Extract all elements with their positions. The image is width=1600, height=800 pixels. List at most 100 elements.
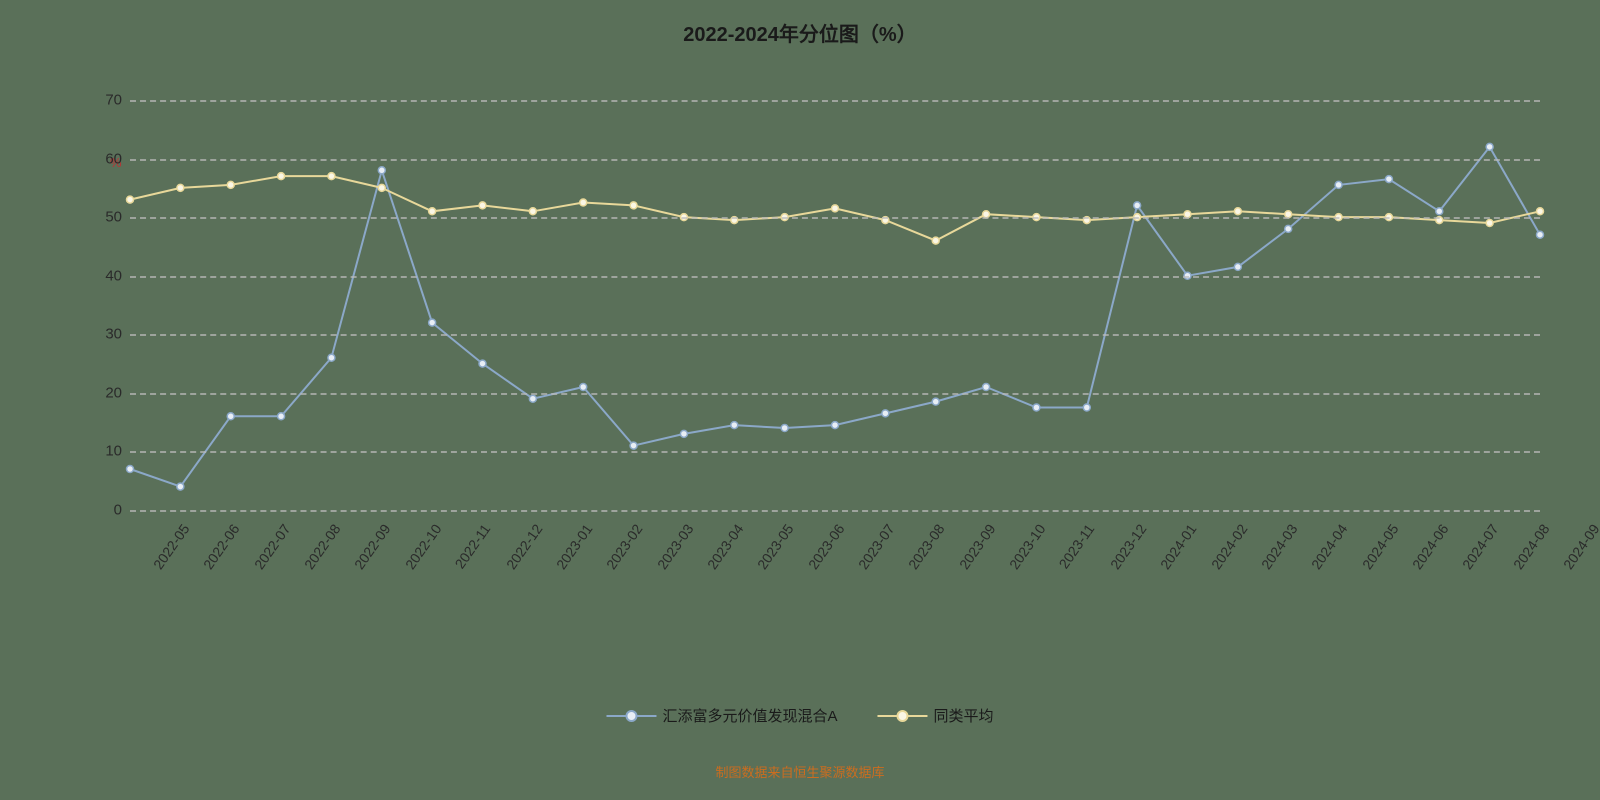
series-marker	[177, 483, 184, 490]
x-tick-label: 2023-10	[1006, 521, 1049, 572]
x-tick-label: 2023-04	[704, 521, 747, 572]
series-marker	[580, 199, 587, 206]
series-marker	[1335, 181, 1342, 188]
series-marker	[1234, 263, 1241, 270]
series-marker	[479, 360, 486, 367]
x-tick-label: 2023-01	[553, 521, 596, 572]
series-marker	[1234, 208, 1241, 215]
y-tick-label: 40	[105, 267, 122, 284]
series-marker	[378, 167, 385, 174]
series-marker	[1083, 404, 1090, 411]
chart-legend: 汇添富多元价值发现混合A 同类平均	[606, 705, 993, 726]
y-tick-label: 20	[105, 384, 122, 401]
series-marker	[1537, 208, 1544, 215]
series-marker	[580, 384, 587, 391]
chart-svg	[130, 100, 1540, 510]
series-marker	[932, 398, 939, 405]
legend-marker-icon	[606, 709, 656, 723]
series-marker	[1486, 220, 1493, 227]
series-marker	[378, 184, 385, 191]
x-tick-label: 2022-05	[150, 521, 193, 572]
x-tick-label: 2023-06	[805, 521, 848, 572]
x-tick-label: 2024-07	[1459, 521, 1502, 572]
series-marker	[227, 413, 234, 420]
x-tick-label: 2024-06	[1409, 521, 1452, 572]
chart-plot-area: 010203040506070	[130, 100, 1540, 510]
x-tick-label: 2022-10	[402, 521, 445, 572]
x-tick-label: 2022-11	[452, 521, 494, 571]
x-tick-label: 2022-06	[200, 521, 243, 572]
series-marker	[278, 173, 285, 180]
series-marker	[832, 205, 839, 212]
chart-title: 2022-2024年分位图（%）	[0, 0, 1600, 47]
gridline	[130, 334, 1540, 336]
series-marker	[479, 202, 486, 209]
y-tick-label: 70	[105, 92, 122, 109]
x-tick-label: 2023-07	[855, 521, 898, 572]
series-marker	[1285, 225, 1292, 232]
gridline	[130, 217, 1540, 219]
x-tick-label: 2024-01	[1157, 521, 1200, 572]
legend-item[interactable]: 汇添富多元价值发现混合A	[606, 705, 837, 726]
series-marker	[1134, 202, 1141, 209]
y-tick-label: 30	[105, 326, 122, 343]
series-marker	[529, 208, 536, 215]
series-marker	[429, 208, 436, 215]
x-tick-label: 2023-09	[956, 521, 999, 572]
gridline	[130, 451, 1540, 453]
legend-item[interactable]: 同类平均	[878, 705, 994, 726]
series-line	[130, 147, 1540, 487]
series-marker	[1385, 176, 1392, 183]
x-tick-label: 2024-08	[1510, 521, 1553, 572]
y-tick-label: 0	[114, 502, 122, 519]
y-tick-label: 50	[105, 209, 122, 226]
y-tick-label: 10	[105, 443, 122, 460]
x-tick-label: 2024-09	[1560, 521, 1600, 572]
gridline	[130, 276, 1540, 278]
legend-label: 汇添富多元价值发现混合A	[662, 705, 837, 726]
legend-label: 同类平均	[934, 705, 994, 726]
series-marker	[529, 395, 536, 402]
x-tick-label: 2024-03	[1258, 521, 1301, 572]
series-marker	[630, 202, 637, 209]
x-tick-label: 2023-11	[1056, 521, 1098, 571]
y-tick-label: 60	[105, 150, 122, 167]
series-marker	[227, 181, 234, 188]
series-marker	[781, 425, 788, 432]
x-tick-label: 2022-12	[502, 521, 545, 572]
x-tick-label: 2023-08	[905, 521, 948, 572]
series-marker	[731, 422, 738, 429]
series-marker	[328, 354, 335, 361]
legend-marker-icon	[878, 709, 928, 723]
gridline	[130, 159, 1540, 161]
series-marker	[127, 196, 134, 203]
series-marker	[127, 466, 134, 473]
series-marker	[177, 184, 184, 191]
series-marker	[983, 384, 990, 391]
series-marker	[832, 422, 839, 429]
x-axis-labels: 2022-052022-062022-072022-082022-092022-…	[130, 515, 1540, 635]
gridline	[130, 100, 1540, 102]
series-marker	[278, 413, 285, 420]
series-marker	[1436, 208, 1443, 215]
x-tick-label: 2022-08	[301, 521, 344, 572]
series-marker	[630, 442, 637, 449]
x-tick-label: 2022-09	[351, 521, 394, 572]
series-marker	[1486, 143, 1493, 150]
x-tick-label: 2024-04	[1308, 521, 1351, 572]
series-marker	[1537, 231, 1544, 238]
series-marker	[429, 319, 436, 326]
series-marker	[932, 237, 939, 244]
gridline	[130, 393, 1540, 395]
x-tick-label: 2023-03	[653, 521, 696, 572]
x-tick-label: 2023-12	[1107, 521, 1150, 572]
x-tick-label: 2023-05	[754, 521, 797, 572]
series-marker	[680, 430, 687, 437]
x-tick-label: 2024-05	[1358, 521, 1401, 572]
x-tick-label: 2023-02	[603, 521, 646, 572]
series-marker	[1033, 404, 1040, 411]
x-tick-label: 2022-07	[251, 521, 294, 572]
series-marker	[328, 173, 335, 180]
chart-footer: 制图数据来自恒生聚源数据库	[715, 762, 884, 781]
gridline	[130, 510, 1540, 512]
